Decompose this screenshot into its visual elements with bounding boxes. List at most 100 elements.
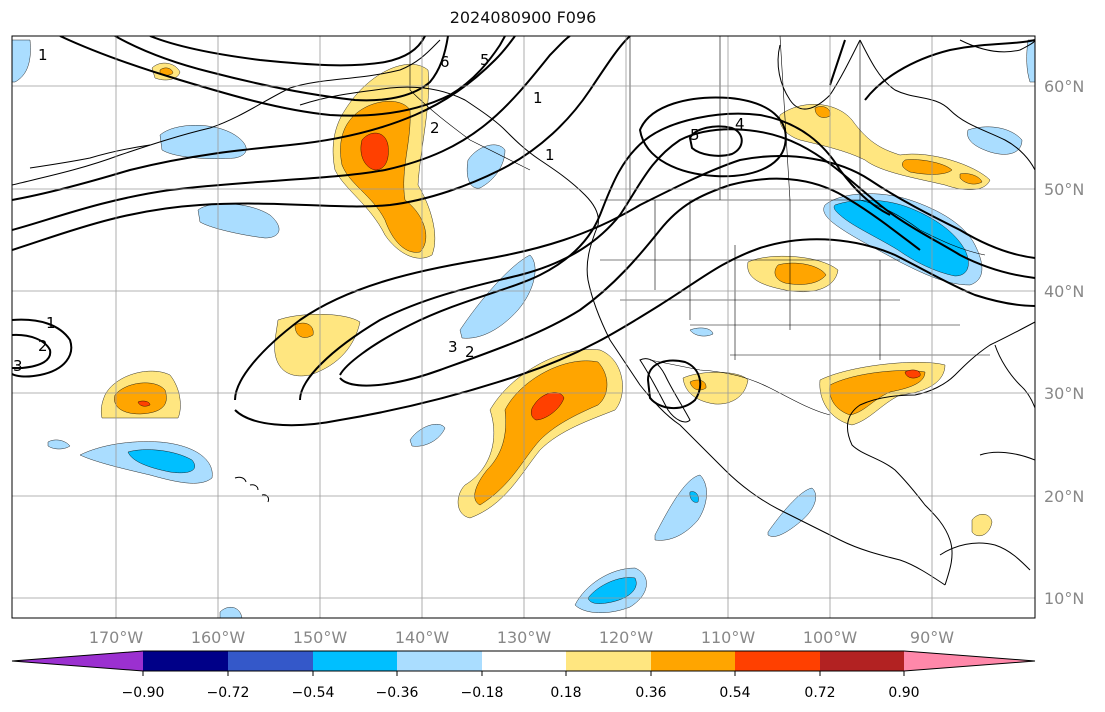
contour-high-ring-outer — [638, 96, 787, 178]
lon-label: 160°W — [191, 628, 246, 647]
coast-west-us — [586, 224, 946, 586]
colorbar-segment-2 — [228, 651, 313, 671]
positive-core-baja — [689, 379, 707, 391]
negative-area-nw-corner — [12, 39, 31, 83]
lon-label: 130°W — [497, 628, 552, 647]
negative-area-labrador — [967, 126, 1023, 155]
lat-label: 10°N — [1044, 589, 1084, 608]
colorbar-segment-5 — [482, 651, 566, 671]
lon-label: 170°W — [89, 628, 144, 647]
contour-5 — [59, 36, 506, 117]
coast-florida — [994, 344, 1035, 409]
colorbar-tick-labels: −0.90 −0.72 −0.54 −0.36 −0.18 0.18 0.36 … — [122, 685, 920, 701]
colorbar-segment-3 — [313, 651, 397, 671]
figure-title: 2024080900 F096 — [449, 8, 597, 27]
coast-baja — [639, 358, 691, 423]
border-states-2 — [600, 259, 990, 356]
negative-core-revillagigedo — [689, 491, 699, 503]
contour-label: 2 — [465, 343, 475, 361]
negative-core-hawaii — [127, 449, 195, 473]
colorbar-ticks — [142, 671, 905, 676]
lon-label: 100°W — [803, 628, 858, 647]
coast-alaska-south — [299, 86, 599, 226]
positive-core-east-pacific — [474, 360, 608, 506]
map-area: 6 5 2 1 3 1 5 4 1 1 2 3 2 — [12, 36, 1035, 618]
contour-1b — [234, 155, 1035, 401]
shaded-fields — [12, 39, 1035, 618]
colorbar-segment-7 — [651, 651, 735, 671]
contour-1a — [12, 36, 631, 251]
latitude-labels: 60°N 50°N 40°N 30°N 20°N 10°N — [1044, 77, 1084, 608]
colorbar-tick-label: 0.36 — [635, 685, 666, 701]
colorbar-tick-label: −0.90 — [122, 685, 165, 701]
colorbar-segment-6 — [566, 651, 651, 671]
negative-area-small-west — [47, 439, 71, 450]
contour-2a — [12, 36, 571, 231]
contour-label: 1 — [533, 89, 543, 107]
lon-label: 140°W — [395, 628, 450, 647]
colorbar-tick-label: 0.18 — [550, 685, 581, 701]
contour-west-ring-1 — [12, 318, 73, 378]
contour-label: 1 — [38, 46, 48, 64]
contour-label: 6 — [440, 53, 450, 71]
border-canada-provinces — [629, 36, 861, 201]
colorbar-tick-label: −0.18 — [461, 685, 504, 701]
contour-label: 1 — [545, 146, 555, 164]
contour-mexico-ring — [646, 359, 702, 409]
coastlines — [12, 39, 1035, 586]
contour-label: 5 — [690, 126, 700, 144]
coast-gulf — [847, 321, 1035, 586]
contour-label: 4 — [735, 115, 745, 133]
contour-label: 3 — [13, 357, 23, 375]
contour-label: 2 — [430, 119, 440, 137]
colorbar-segment-8 — [735, 651, 820, 671]
colorbar-tick-label: 0.90 — [888, 685, 919, 701]
lat-label: 60°N — [1044, 77, 1084, 96]
contour-northeast — [864, 39, 1035, 101]
colorbar-segment-10 — [904, 651, 1035, 671]
colorbar-segment-4 — [397, 651, 482, 671]
contour-label: 5 — [480, 51, 490, 69]
positive-core-central-pacific — [294, 322, 314, 338]
longitude-labels: 170°W 160°W 150°W 140°W 130°W 120°W 110°… — [89, 628, 954, 647]
contour-6 — [114, 36, 449, 102]
colorbar-tick-label: −0.54 — [292, 685, 335, 701]
colorbar-tick-label: −0.72 — [207, 685, 250, 701]
contour-label: 2 — [38, 337, 48, 355]
colorbar-tick-label: 0.72 — [804, 685, 835, 701]
positive-core-hawaii — [114, 382, 167, 415]
contour-7 — [149, 36, 426, 67]
lat-label: 30°N — [1044, 384, 1084, 403]
colorbar-tick-label: −0.36 — [376, 685, 419, 701]
colorbar-segment-0 — [12, 651, 143, 671]
contour-high-ring-inner — [688, 125, 743, 157]
lat-label: 40°N — [1044, 282, 1084, 301]
coast-alaska — [12, 39, 441, 186]
negative-area-baja-small — [689, 327, 714, 337]
negative-core-south — [587, 577, 637, 604]
positive-core-canada-3 — [959, 173, 983, 185]
lon-label: 110°W — [701, 628, 756, 647]
contour-3b — [339, 177, 921, 387]
lon-label: 90°W — [910, 628, 954, 647]
coast-cuba — [979, 451, 1035, 461]
lon-label: 150°W — [293, 628, 348, 647]
negative-area-south-west — [219, 607, 243, 618]
map-frame — [11, 35, 1036, 619]
colorbar-segment-1 — [143, 651, 228, 671]
negative-area-south-mexico — [767, 487, 816, 537]
contour-label-group: 6 5 2 1 3 1 5 4 1 1 2 3 2 — [13, 46, 745, 375]
negative-core-great-lakes — [833, 199, 969, 277]
contour-3 — [339, 112, 891, 376]
contour-label: 1 — [46, 314, 56, 332]
colorbar-tick-label: 0.54 — [719, 685, 750, 701]
positive-core-plains — [774, 262, 827, 285]
colorbar-segment-9 — [820, 651, 904, 671]
contour-1c — [234, 238, 1035, 427]
positive-core-canada-2 — [902, 159, 953, 175]
positive-area-central-america — [971, 514, 993, 536]
lat-label: 20°N — [1044, 487, 1084, 506]
negative-area-east-pacific-2 — [409, 424, 446, 447]
